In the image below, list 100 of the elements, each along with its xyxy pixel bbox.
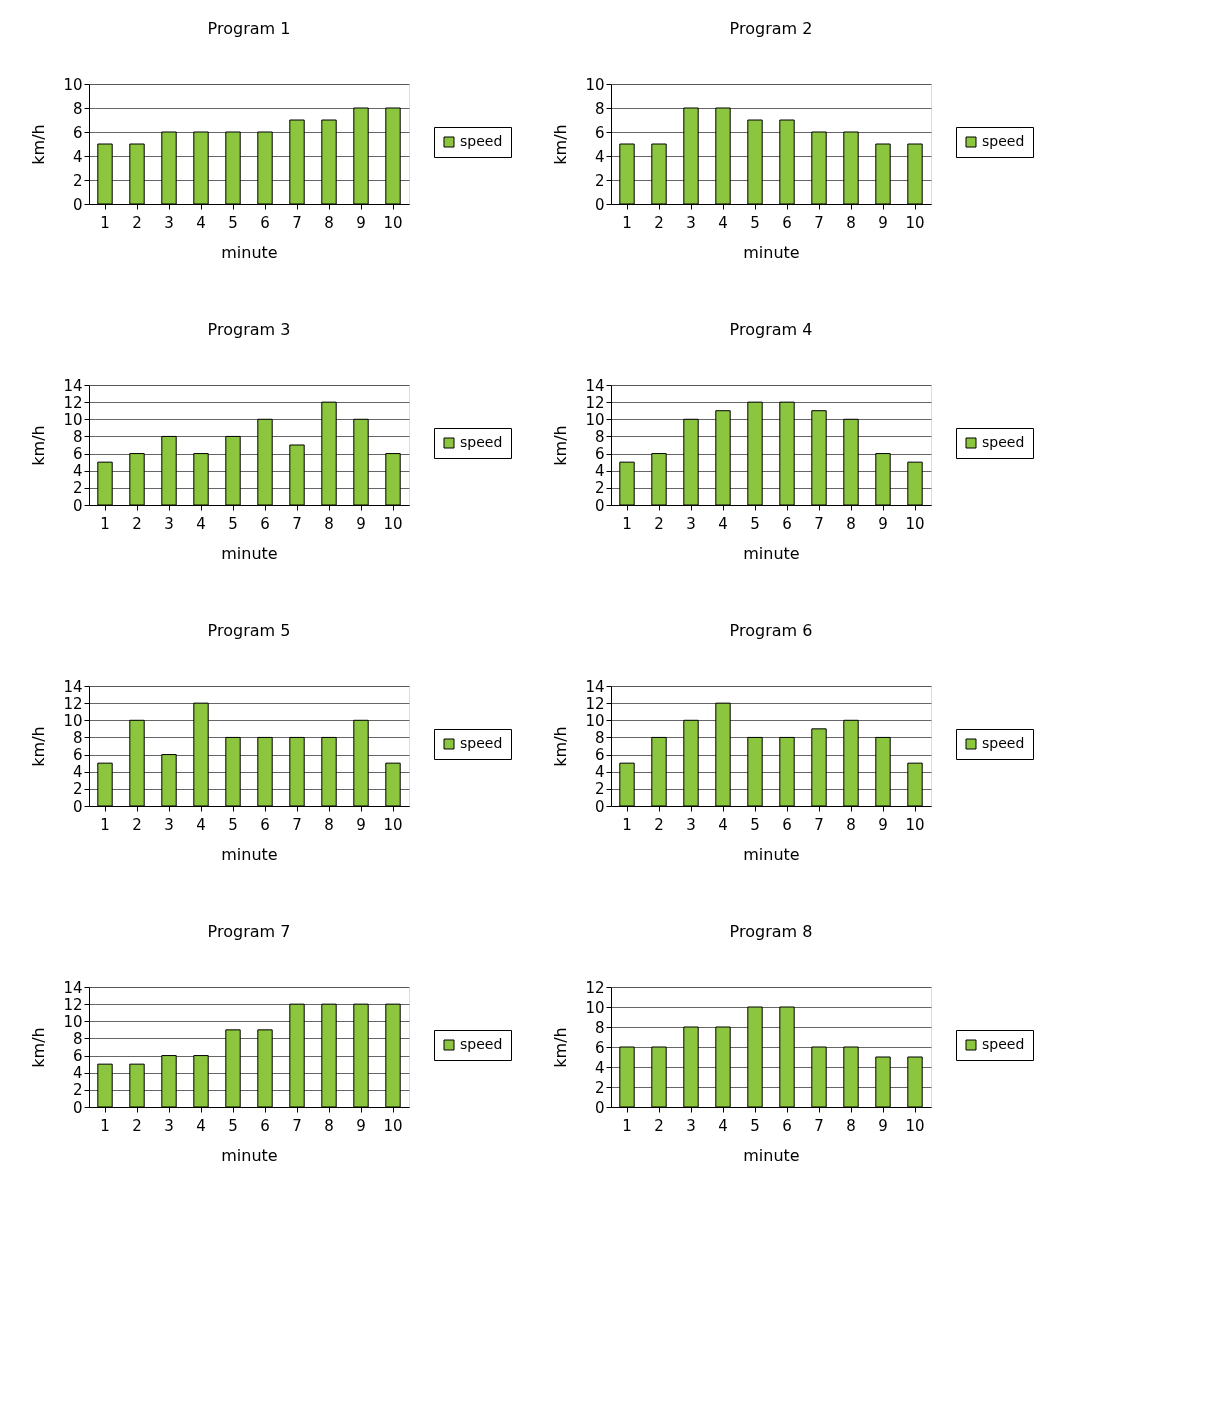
y-axis-title: km/h [29, 726, 49, 767]
x-tick-label: 7 [814, 815, 824, 834]
x-tick-label: 9 [878, 815, 888, 834]
y-axis-title: km/h [29, 1027, 49, 1068]
y-tick-label: 14 [63, 978, 83, 997]
y-tick-label: 10 [63, 75, 83, 94]
y-axis-title: km/h [551, 124, 571, 165]
y-tick-label: 0 [72, 797, 83, 816]
y-tick-label: 4 [594, 1058, 605, 1077]
x-tick-label: 10 [383, 1116, 403, 1135]
x-tick-label: 3 [686, 213, 696, 232]
x-tick-label: 9 [878, 1116, 888, 1135]
y-tick-label: 2 [72, 1081, 83, 1100]
y-tick-label: 2 [72, 171, 83, 190]
x-tick-label: 10 [905, 1116, 925, 1135]
x-tick-label: 7 [814, 514, 824, 533]
x-tick-label: 9 [356, 514, 366, 533]
y-tick-label: 2 [594, 1078, 605, 1097]
x-tick-label: 6 [782, 514, 792, 533]
y-tick-label: 8 [72, 728, 83, 747]
y-axis-title: km/h [29, 124, 49, 165]
y-tick-label: 8 [72, 99, 83, 118]
x-tick-label: 6 [260, 213, 270, 232]
y-tick-label: 10 [63, 410, 83, 429]
y-tick-label: 10 [585, 75, 605, 94]
y-tick-label: 12 [585, 978, 605, 997]
x-tick-label: 8 [324, 213, 334, 232]
legend-label: speed [982, 133, 1025, 149]
y-tick-label: 8 [594, 728, 605, 747]
x-tick-label: 7 [292, 213, 302, 232]
x-tick-label: 3 [686, 815, 696, 834]
y-tick-label: 10 [585, 998, 605, 1017]
y-axis-title: km/h [551, 425, 571, 466]
y-tick-label: 4 [594, 763, 605, 782]
legend-label: speed [460, 1036, 503, 1052]
x-axis-title: minute [743, 543, 800, 563]
x-tick-label: 1 [100, 1116, 110, 1135]
x-tick-label: 6 [782, 1116, 792, 1135]
y-tick-label: 12 [63, 995, 83, 1014]
y-tick-label: 6 [72, 445, 83, 464]
y-tick-label: 2 [72, 479, 83, 498]
chart-title: Program 3 [207, 320, 291, 339]
chart-title: Program 6 [729, 621, 813, 640]
x-tick-label: 4 [196, 1116, 206, 1135]
x-tick-label: 1 [100, 815, 110, 834]
x-axis-title: minute [743, 844, 800, 864]
x-tick-label: 5 [750, 213, 760, 232]
x-tick-label: 4 [196, 815, 206, 834]
legend-label: speed [982, 735, 1025, 751]
y-tick-label: 14 [585, 376, 605, 395]
x-tick-label: 4 [718, 213, 728, 232]
x-tick-label: 7 [814, 213, 824, 232]
y-tick-label: 10 [63, 711, 83, 730]
y-tick-label: 2 [594, 171, 605, 190]
x-tick-label: 7 [292, 1116, 302, 1135]
x-tick-label: 8 [846, 514, 856, 533]
legend-label: speed [982, 434, 1025, 450]
chart-title: Program 1 [207, 19, 291, 38]
y-tick-label: 6 [594, 746, 605, 765]
x-tick-label: 8 [846, 1116, 856, 1135]
y-tick-label: 0 [72, 496, 83, 515]
y-tick-label: 6 [594, 123, 605, 142]
y-tick-label: 0 [594, 1098, 605, 1117]
x-axis-title: minute [743, 1145, 800, 1165]
x-tick-label: 4 [718, 1116, 728, 1135]
chart-title: Program 8 [729, 922, 813, 941]
x-tick-label: 9 [356, 815, 366, 834]
x-tick-label: 1 [100, 514, 110, 533]
x-axis-title: minute [221, 1145, 278, 1165]
chart-title: Program 7 [207, 922, 291, 941]
x-tick-label: 8 [324, 1116, 334, 1135]
x-tick-label: 1 [622, 213, 632, 232]
y-tick-label: 6 [72, 1047, 83, 1066]
legend-label: speed [460, 133, 503, 149]
x-tick-label: 1 [100, 213, 110, 232]
x-tick-label: 4 [718, 815, 728, 834]
x-tick-label: 3 [164, 815, 174, 834]
y-tick-label: 12 [585, 694, 605, 713]
x-tick-label: 5 [228, 1116, 238, 1135]
y-tick-label: 2 [72, 780, 83, 799]
x-tick-label: 5 [750, 815, 760, 834]
x-tick-label: 3 [164, 1116, 174, 1135]
x-axis-title: minute [221, 844, 278, 864]
legend-label: speed [460, 735, 503, 751]
y-tick-label: 12 [63, 694, 83, 713]
x-tick-label: 9 [356, 1116, 366, 1135]
y-tick-label: 8 [594, 99, 605, 118]
x-axis-title: minute [221, 543, 278, 563]
x-tick-label: 3 [164, 213, 174, 232]
x-tick-label: 10 [905, 213, 925, 232]
y-tick-label: 10 [585, 410, 605, 429]
y-tick-label: 10 [63, 1012, 83, 1031]
x-tick-label: 2 [132, 514, 142, 533]
x-tick-label: 8 [324, 815, 334, 834]
x-tick-label: 3 [686, 514, 696, 533]
y-tick-label: 0 [72, 1098, 83, 1117]
x-tick-label: 1 [622, 1116, 632, 1135]
x-tick-label: 9 [878, 514, 888, 533]
y-tick-label: 4 [594, 147, 605, 166]
x-tick-label: 8 [846, 213, 856, 232]
